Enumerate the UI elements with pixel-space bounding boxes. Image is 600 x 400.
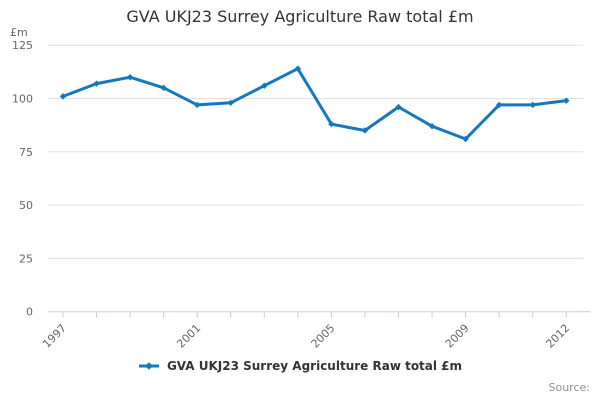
legend-series-marker-icon xyxy=(138,362,159,370)
y-axis-tick-label-25: 25 xyxy=(19,252,33,265)
data-point-marker-2001 xyxy=(194,101,201,109)
x-axis-label-2012: 2012 xyxy=(543,322,572,351)
x-axis-label-2005: 2005 xyxy=(309,322,338,351)
data-point-marker-2007 xyxy=(395,103,402,111)
data-point-marker-2008 xyxy=(428,123,436,130)
data-point-marker-2009 xyxy=(462,135,469,143)
data-point-marker-2000 xyxy=(160,84,167,92)
data-point-marker-2011 xyxy=(529,101,536,109)
x-axis-label-2001: 2001 xyxy=(174,322,203,351)
legend-series-label: GVA UKJ23 Surrey Agriculture Raw total £… xyxy=(166,359,463,373)
chart-title: GVA UKJ23 Surrey Agriculture Raw total £… xyxy=(126,7,474,26)
y-axis-tick-label-50: 50 xyxy=(19,199,33,212)
y-axis-unit-label: £m xyxy=(10,26,28,39)
legend: GVA UKJ23 Surrey Agriculture Raw total £… xyxy=(0,359,600,373)
data-point-marker-1998 xyxy=(93,80,100,87)
y-axis-tick-label-125: 125 xyxy=(12,39,33,52)
legend-item[interactable]: GVA UKJ23 Surrey Agriculture Raw total £… xyxy=(138,359,462,373)
data-point-marker-2004 xyxy=(294,65,302,72)
series-line xyxy=(61,67,568,141)
data-point-marker-2012 xyxy=(563,97,570,104)
source-label: Source: xyxy=(548,381,591,394)
data-point-marker-1999 xyxy=(126,73,134,81)
y-axis-tick-label-100: 100 xyxy=(12,93,33,106)
x-axis-label-2009: 2009 xyxy=(443,322,472,351)
data-point-marker-1997 xyxy=(59,93,67,100)
y-axis-tick-label-0: 0 xyxy=(26,306,33,319)
data-point-marker-2003 xyxy=(261,82,268,89)
data-point-marker-2002 xyxy=(227,99,234,106)
x-axis-label-1997: 1997 xyxy=(40,322,69,351)
data-point-marker-2010 xyxy=(495,101,503,109)
y-axis-tick-label-75: 75 xyxy=(19,146,33,159)
data-point-marker-2005 xyxy=(328,120,335,128)
data-point-marker-2006 xyxy=(361,127,369,134)
